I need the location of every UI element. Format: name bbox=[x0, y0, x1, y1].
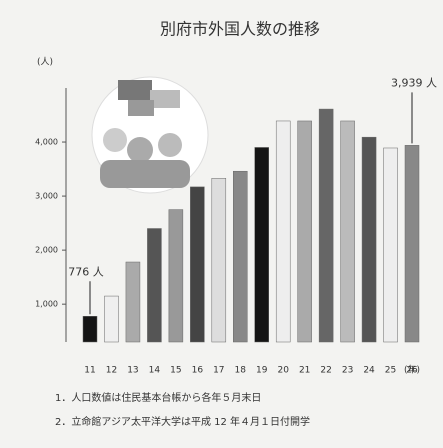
bar bbox=[211, 178, 227, 343]
value-label: 3,939 人 bbox=[391, 76, 437, 89]
bar bbox=[233, 170, 248, 343]
x-tick-label: 11 bbox=[84, 366, 95, 376]
x-tick-label: 24 bbox=[363, 366, 375, 376]
bar bbox=[147, 228, 162, 343]
x-tick-label: 14 bbox=[149, 366, 161, 376]
bar bbox=[318, 108, 334, 343]
bar bbox=[361, 136, 377, 343]
bar bbox=[82, 316, 98, 343]
x-tick-label: 13 bbox=[127, 366, 138, 376]
y-tick-label: 1,000 bbox=[35, 300, 58, 309]
x-tick-label: 19 bbox=[256, 366, 268, 376]
x-tick-label: 15 bbox=[170, 366, 181, 376]
illustration bbox=[91, 76, 209, 194]
bar bbox=[340, 120, 355, 343]
bar bbox=[125, 261, 141, 343]
bar bbox=[168, 209, 184, 343]
x-tick-label: 17 bbox=[213, 366, 224, 376]
x-tick-label: 16 bbox=[192, 366, 204, 376]
y-axis-label: (人) bbox=[37, 57, 53, 68]
x-axis-label: (年) bbox=[404, 364, 420, 376]
x-tick-label: 21 bbox=[299, 366, 310, 376]
value-label: 776 人 bbox=[68, 265, 104, 278]
bar bbox=[275, 120, 291, 343]
x-tick-label: 20 bbox=[277, 366, 289, 376]
x-tick-label: 12 bbox=[106, 366, 117, 376]
bar bbox=[190, 186, 205, 343]
x-tick-label: 18 bbox=[235, 366, 247, 376]
y-tick-label: 3,000 bbox=[35, 192, 58, 201]
bar bbox=[383, 147, 398, 343]
bar bbox=[297, 120, 312, 343]
x-tick-label: 22 bbox=[320, 366, 331, 376]
y-tick-label: 4,000 bbox=[35, 138, 58, 147]
bar bbox=[404, 145, 420, 343]
bar bbox=[104, 295, 119, 343]
x-tick-label: 23 bbox=[342, 366, 353, 376]
note: 2．立命館アジア太平洋大学は平成 12 年４月１日付開学 bbox=[55, 415, 310, 428]
x-tick-label: 26 bbox=[406, 366, 418, 376]
chart-title: 別府市外国人数の推移 bbox=[160, 20, 320, 39]
x-tick-label: 25 bbox=[385, 366, 396, 376]
bar bbox=[254, 147, 269, 343]
y-tick-label: 2,000 bbox=[35, 246, 58, 255]
note: 1．人口数値は住民基本台帳から各年５月末日 bbox=[55, 391, 261, 404]
